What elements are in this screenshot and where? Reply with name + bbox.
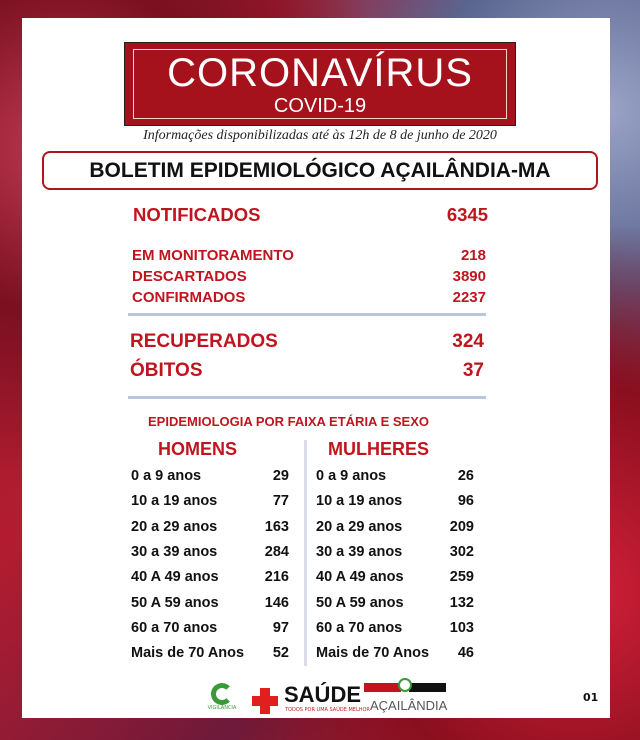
men-age-value: 29 [272,468,289,484]
stat-label: CONFIRMADOS [132,289,246,306]
women-age-label: Mais de 70 Anos [316,645,430,662]
notificados-label: NOTIFICADOS [133,204,261,225]
outcome-value: 324 [452,331,484,352]
women-age-label: 50 A 59 anos [316,594,404,611]
stat-value: 3890 [452,268,486,285]
men-age-value: 77 [272,493,289,510]
women-age-value: 302 [449,543,474,560]
women-age-value: 209 [449,518,474,535]
men-age-value: 97 [272,619,289,636]
stat-value: 218 [460,247,486,264]
women-age-value: 46 [457,645,474,662]
men-age-value: 216 [264,569,289,586]
outcome-label: ÓBITOS [130,360,203,381]
women-age-label: 30 a 39 anos [316,543,403,560]
saude-tagline: TODOS POR UMA SAÚDE MELHOR [285,707,370,713]
red-cross-icon [250,686,280,714]
section-title: EPIDEMIOLOGIA POR FAIXA ETÁRIA E SEXO [148,414,429,429]
women-header: MULHERES [328,439,430,459]
men-header: HOMENS [158,439,238,459]
women-age-value: 132 [449,594,474,611]
page-title: BOLETIM EPIDEMIOLÓGICO AÇAILÂNDIA-MA [42,151,598,190]
info-date: Informações disponibilizadas até às 12h … [143,128,497,143]
men-age-value: 163 [264,518,289,535]
stat-label: EM MONITORAMENTO [132,247,294,264]
banner-title: CORONAVÍRUS [167,51,473,95]
men-age-label: 10 a 19 anos [131,493,218,510]
women-age-value: 26 [457,468,474,484]
column-divider [304,440,307,666]
stat-label: DESCARTADOS [132,268,247,285]
women-age-value: 259 [449,569,474,586]
stat-value: 2237 [452,289,486,306]
men-age-label: Mais de 70 Anos [131,645,245,662]
men-age-label: 50 A 59 anos [131,594,219,611]
saude-logo-text: SAÚDE [284,682,362,707]
coronavirus-banner: CORONAVÍRUS COVID-19 [124,42,516,126]
men-age-value: 52 [272,645,289,662]
men-age-label: 0 a 9 anos [131,468,202,484]
men-age-value: 146 [264,594,289,611]
women-age-label: 0 a 9 anos [316,468,387,484]
women-age-label: 60 a 70 anos [316,619,403,636]
banner-subtitle: COVID-19 [273,95,367,117]
outcome-label: RECUPERADOS [130,331,278,352]
outcome-value: 37 [462,360,484,381]
men-age-label: 30 a 39 anos [131,543,218,560]
women-age-label: 40 A 49 anos [316,569,404,586]
men-age-label: 20 a 29 anos [131,518,218,535]
divider [128,396,486,399]
vigilancia-logo: VIGILÂNCIA [205,683,239,719]
divider [128,313,486,316]
acailandia-seal [398,678,412,692]
men-age-value: 284 [264,543,289,560]
bulletin-panel [22,18,610,718]
men-age-label: 60 a 70 anos [131,619,218,636]
women-age-value: 96 [457,493,474,510]
women-age-label: 10 a 19 anos [316,493,403,510]
men-age-label: 40 A 49 anos [131,569,219,586]
women-age-label: 20 a 29 anos [316,518,403,535]
women-age-value: 103 [449,619,474,636]
page-number: 01 [583,691,599,704]
notificados-value: 6345 [446,204,488,225]
acailandia-logo-text: AÇAILÂNDIA [370,698,448,713]
